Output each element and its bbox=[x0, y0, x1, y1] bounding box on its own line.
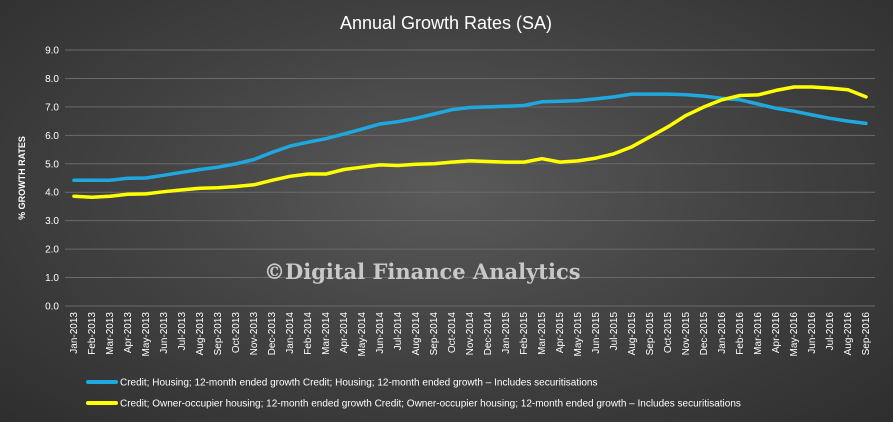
x-tick-label: Sep-2013 bbox=[213, 312, 224, 356]
x-tick-label: Jul-2015 bbox=[609, 312, 620, 351]
y-tick-label: 1.0 bbox=[45, 273, 59, 284]
legend: Credit; Housing; 12-month ended growth C… bbox=[86, 378, 741, 410]
x-tick-label: Jul-2013 bbox=[177, 312, 188, 351]
x-tick-label: Apr-2016 bbox=[771, 312, 782, 354]
x-tick-label: Apr-2015 bbox=[555, 312, 566, 354]
x-tick-label: Apr-2013 bbox=[123, 312, 134, 354]
x-tick-label: Feb-2016 bbox=[735, 312, 746, 355]
x-tick-label: Jan-2015 bbox=[501, 312, 512, 354]
x-tick-label: Jun-2014 bbox=[375, 312, 386, 354]
x-tick-label: May-2014 bbox=[357, 312, 368, 357]
x-tick-label: Jan-2016 bbox=[717, 312, 728, 354]
x-tick-label: Sep-2015 bbox=[645, 312, 656, 356]
x-tick-label: Jan-2013 bbox=[69, 312, 80, 354]
y-tick-label: 4.0 bbox=[45, 188, 59, 199]
y-tick-label: 6.0 bbox=[45, 131, 59, 142]
x-tick-label: Jun-2015 bbox=[591, 312, 602, 354]
x-tick-label: Feb-2013 bbox=[87, 312, 98, 355]
x-tick-label: Oct-2013 bbox=[231, 312, 242, 354]
x-tick-label: Mar-2014 bbox=[321, 312, 332, 355]
x-tick-label: Feb-2015 bbox=[519, 312, 530, 355]
x-tick-label: Jul-2014 bbox=[393, 312, 404, 351]
y-tick-label: 3.0 bbox=[45, 216, 59, 227]
x-tick-label: Aug-2015 bbox=[627, 312, 638, 356]
x-tick-label: Apr-2014 bbox=[339, 312, 350, 354]
series-lines bbox=[72, 85, 868, 200]
x-tick-label: Mar-2013 bbox=[105, 312, 116, 355]
x-tick-label: Mar-2016 bbox=[753, 312, 764, 355]
x-tick-label: Jul-2016 bbox=[825, 312, 836, 351]
x-tick-label: Dec-2015 bbox=[699, 312, 710, 356]
gridlines bbox=[65, 49, 875, 307]
y-tick-label: 5.0 bbox=[45, 159, 59, 170]
y-tick-labels: 0.0 1.0 2.0 3.0 4.0 5.0 6.0 7.0 8.0 9.0 bbox=[45, 46, 59, 313]
y-tick-label: 9.0 bbox=[45, 46, 59, 57]
x-tick-label: May-2015 bbox=[573, 312, 584, 357]
x-tick-label: Jun-2016 bbox=[807, 312, 818, 354]
chart-title: Annual Growth Rates (SA) bbox=[340, 13, 552, 33]
x-tick-label: May-2016 bbox=[789, 312, 800, 357]
x-tick-label: Nov-2015 bbox=[681, 312, 692, 356]
x-tick-label: May-2013 bbox=[141, 312, 152, 357]
series-line-2 bbox=[72, 85, 868, 200]
y-tick-label: 2.0 bbox=[45, 245, 59, 256]
x-tick-label: Mar-2015 bbox=[537, 312, 548, 355]
x-tick-label: Nov-2013 bbox=[249, 312, 260, 356]
y-tick-label: 8.0 bbox=[45, 74, 59, 85]
x-tick-label: Aug-2014 bbox=[411, 312, 422, 356]
x-tick-label: Aug-2013 bbox=[195, 312, 206, 356]
x-tick-label: Sep-2014 bbox=[429, 312, 440, 356]
x-tick-label: Feb-2014 bbox=[303, 312, 314, 355]
x-tick-label: Dec-2013 bbox=[267, 312, 278, 356]
x-tick-label: Jun-2013 bbox=[159, 312, 170, 354]
y-tick-label: 0.0 bbox=[45, 302, 59, 313]
y-tick-label: 7.0 bbox=[45, 102, 59, 113]
x-tick-labels: Jan-2013 Feb-2013 Mar-2013 Apr-2013 May-2013… bbox=[69, 312, 872, 357]
series-line-1 bbox=[72, 92, 868, 183]
x-tick-label: Aug-2016 bbox=[843, 312, 854, 356]
x-tick-label: Nov-2014 bbox=[465, 312, 476, 356]
watermark: ©Digital Finance Analytics bbox=[264, 259, 581, 284]
x-tick-label: Dec-2014 bbox=[483, 312, 494, 356]
legend-label-1: Credit; Housing; 12-month ended growth C… bbox=[120, 378, 598, 389]
x-tick-label: Jan-2014 bbox=[285, 312, 296, 354]
x-tick-label: Oct-2015 bbox=[663, 312, 674, 354]
y-axis-label: % GROWTH RATES bbox=[17, 136, 27, 220]
legend-label-2: Credit; Owner-occupier housing; 12-month… bbox=[120, 399, 741, 410]
x-tick-label: Oct-2014 bbox=[447, 312, 458, 354]
x-tick-label: Sep-2016 bbox=[861, 312, 872, 356]
